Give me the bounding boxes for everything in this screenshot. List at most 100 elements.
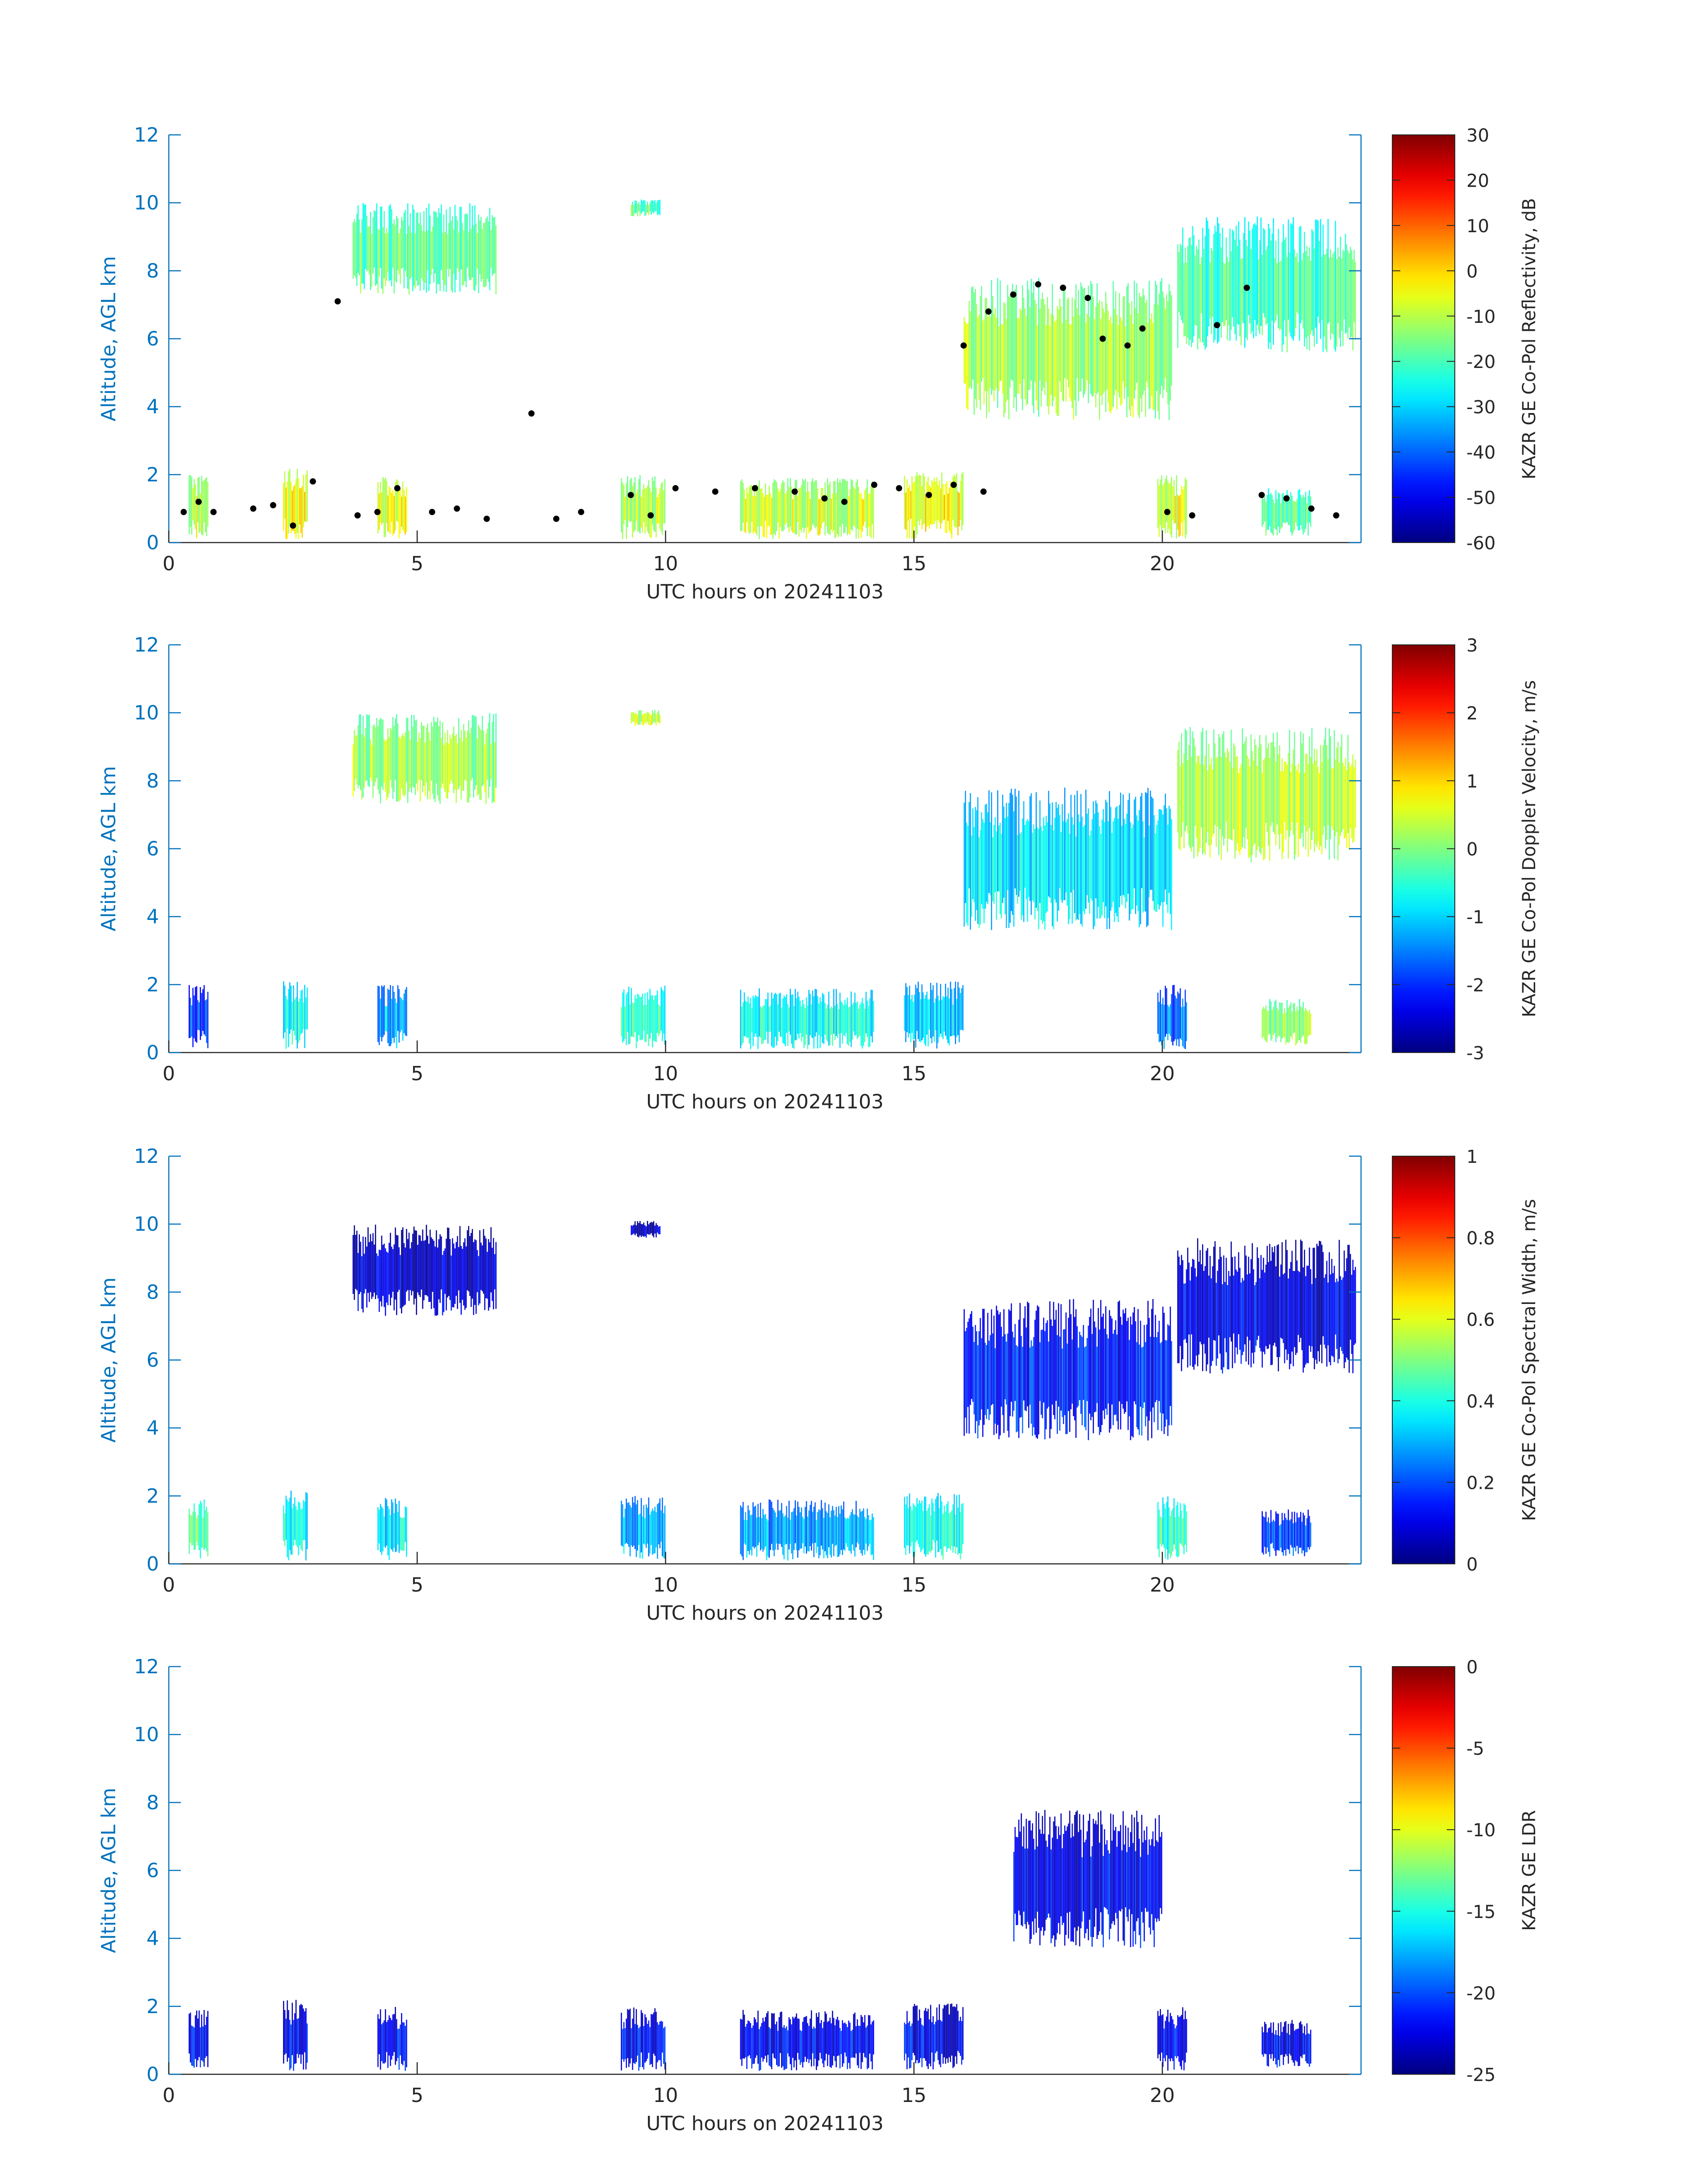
echo-streak: [1185, 477, 1186, 539]
echo-streak: [1096, 803, 1098, 919]
echo-streak: [648, 712, 650, 725]
echo-streak: [940, 984, 941, 1034]
echo-streak: [759, 2029, 760, 2071]
echo-streak: [1326, 249, 1328, 352]
echo-streak: [948, 998, 950, 1046]
echo-streak: [1015, 1827, 1016, 1914]
echo-streak: [384, 1248, 386, 1316]
echo-streak: [978, 1331, 980, 1426]
echo-streak: [760, 489, 761, 526]
echo-streak: [388, 2015, 390, 2056]
echo-streak: [1316, 1244, 1318, 1364]
echo-streak: [1227, 748, 1228, 852]
echo-streak: [377, 986, 379, 1042]
echo-streak: [1052, 1838, 1053, 1939]
echo-streak: [915, 2006, 917, 2064]
echo-streak: [927, 476, 929, 526]
echo-streak: [907, 488, 909, 521]
echo-streak: [469, 733, 471, 798]
echo-streak: [197, 1000, 199, 1030]
echo-streak: [940, 2020, 941, 2068]
echo-streak: [1245, 1255, 1247, 1362]
echo-streak: [746, 1002, 748, 1038]
echo-streak: [1040, 299, 1042, 407]
echo-streak: [400, 997, 401, 1032]
echo-streak: [1286, 1000, 1288, 1042]
echo-streak: [1112, 821, 1114, 902]
echo-streak: [797, 991, 798, 1034]
echo-streak: [986, 803, 987, 902]
echo-streak: [1303, 1002, 1304, 1036]
echo-streak: [377, 229, 379, 293]
echo-streak: [1088, 808, 1089, 903]
echo-streak: [1114, 1830, 1115, 1925]
echo-streak: [419, 1235, 421, 1297]
echo-streak: [1290, 223, 1291, 337]
echo-streak: [966, 1328, 968, 1433]
echo-streak: [393, 991, 395, 1043]
echo-streak: [1178, 496, 1180, 537]
echo-streak: [1168, 284, 1170, 420]
cloud-base-point: [1258, 492, 1265, 498]
echo-streak: [1255, 1282, 1257, 1346]
echo-streak: [1219, 737, 1221, 829]
echo-streak: [1176, 475, 1178, 539]
echo-streak: [377, 726, 379, 790]
echo-streak: [1077, 1832, 1079, 1926]
echo-streak: [909, 986, 910, 1034]
echo-streak: [741, 479, 743, 531]
echo-streak: [638, 202, 639, 212]
echo-streak: [971, 1311, 973, 1399]
echo-streak: [973, 292, 975, 415]
echo-streak: [446, 742, 447, 798]
echo-streak: [632, 201, 633, 216]
echo-streak: [395, 225, 396, 281]
echo-streak: [772, 482, 774, 539]
echo-streak: [936, 982, 938, 1049]
echo-region: [964, 1299, 1172, 1441]
echo-streak: [1186, 1002, 1187, 1041]
echo-streak: [1139, 292, 1140, 418]
echo-streak: [865, 488, 867, 528]
y-tick-label: 12: [134, 1655, 159, 1678]
echo-streak: [1011, 291, 1012, 380]
echo-streak: [633, 482, 635, 532]
echo-streak: [808, 491, 810, 534]
echo-streak: [403, 736, 405, 797]
echo-streak: [634, 994, 636, 1032]
echo-streak: [947, 1501, 949, 1549]
echo-streak: [1303, 1513, 1304, 1550]
echo-streak: [196, 496, 197, 538]
echo-streak: [1355, 262, 1356, 340]
echo-streak: [631, 2028, 632, 2059]
echo-streak: [386, 1006, 388, 1032]
echo-streak: [1214, 226, 1216, 340]
echo-streak: [638, 479, 639, 532]
echo-streak: [752, 1502, 754, 1547]
echo-streak: [418, 223, 420, 285]
echo-streak: [292, 2002, 293, 2056]
echo-streak: [637, 204, 639, 217]
echo-streak: [757, 2010, 759, 2064]
echo-streak: [1271, 1010, 1273, 1039]
echo-streak: [1190, 237, 1191, 340]
echo-streak: [402, 1000, 404, 1041]
echo-streak: [1223, 731, 1224, 846]
echo-streak: [945, 983, 946, 1036]
echo-streak: [390, 204, 391, 280]
echo-streak: [624, 2028, 626, 2060]
echo-streak: [904, 476, 906, 529]
echo-streak: [654, 1225, 656, 1234]
echo-streak: [741, 2019, 743, 2066]
echo-streak: [1074, 795, 1076, 913]
echo-streak: [1264, 1272, 1265, 1354]
echo-streak: [462, 741, 463, 791]
echo-streak: [920, 1503, 922, 1553]
echo-streak: [1068, 1823, 1069, 1939]
echo-streak: [817, 488, 819, 535]
echo-streak: [927, 2009, 929, 2069]
echo-streak: [284, 471, 286, 519]
cloud-base-point: [712, 488, 718, 495]
echo-streak: [918, 1504, 919, 1544]
